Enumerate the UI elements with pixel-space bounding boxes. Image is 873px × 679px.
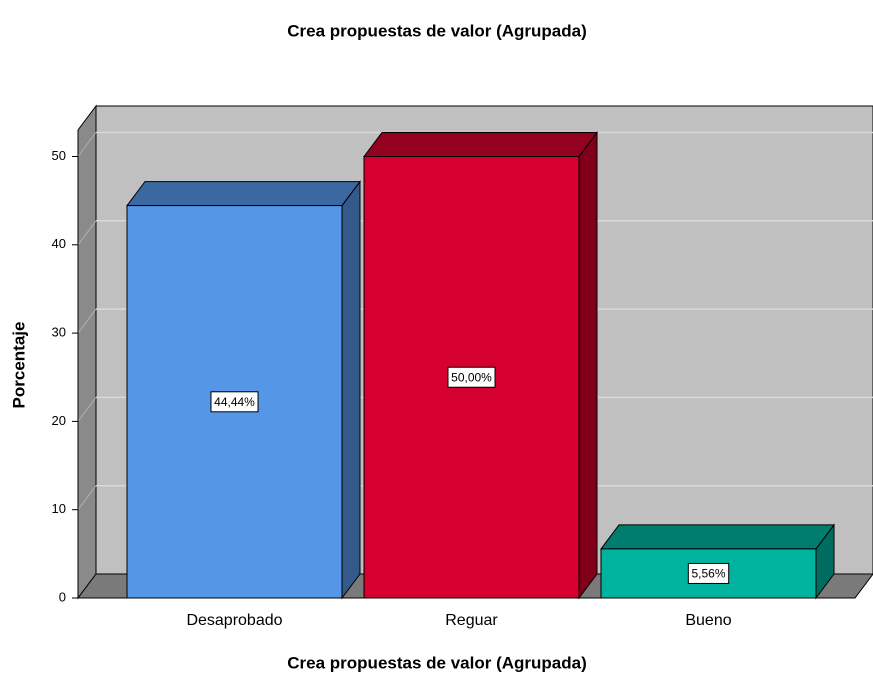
bar-top-shade — [127, 181, 360, 206]
value-label-box — [210, 391, 259, 413]
x-tick-label: Bueno — [685, 612, 731, 629]
x-axis-title: Crea propuestas de valor (Agrupada) — [287, 653, 586, 672]
grid-line — [77, 132, 97, 157]
value-label-box — [447, 366, 496, 388]
value-label: 5,56% — [691, 567, 725, 581]
bar-top-shade — [364, 132, 597, 157]
bar-side-shade — [579, 132, 597, 598]
bar-side-shade — [342, 181, 360, 598]
grid-line — [77, 220, 97, 246]
left-wall — [77, 104, 97, 600]
y-tick-label: 30 — [52, 325, 66, 340]
y-tick-label: 40 — [52, 236, 66, 251]
y-axis-title: Porcentaje — [9, 322, 28, 409]
y-tick-label: 0 — [59, 589, 66, 604]
y-tick-label: 20 — [52, 413, 66, 428]
y-tick-label: 10 — [52, 501, 66, 516]
value-label-box — [687, 562, 730, 584]
grid-line — [77, 485, 97, 510]
chart-title: Crea propuestas de valor (Agrupada) — [287, 21, 586, 40]
value-label: 50,00% — [451, 370, 492, 384]
grid-line — [77, 397, 97, 422]
x-tick-label: Desaprobado — [186, 612, 282, 629]
x-tick-label: Reguar — [445, 612, 498, 629]
bar-top-shade — [601, 524, 834, 549]
grid-line — [77, 308, 97, 334]
y-tick-label: 50 — [52, 148, 66, 163]
value-label: 44,44% — [214, 395, 255, 409]
